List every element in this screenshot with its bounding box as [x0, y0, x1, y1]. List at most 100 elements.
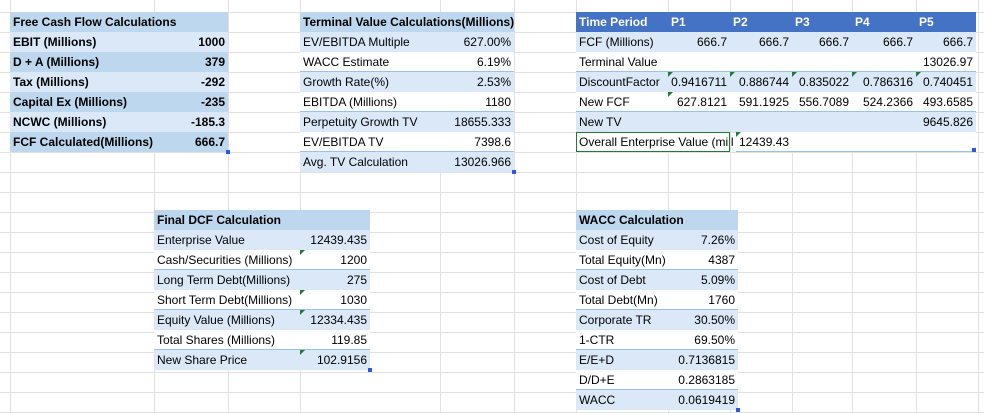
wacc-value[interactable]: 0.7136815 — [668, 350, 738, 370]
wacc-value[interactable]: 69.50% — [668, 330, 738, 350]
period-cell[interactable] — [792, 112, 852, 132]
terminal-value[interactable]: 18655.333 — [440, 112, 514, 132]
period-row-label[interactable]: New FCF — [576, 92, 668, 112]
terminal-label[interactable]: EV/EBITDA TV — [300, 132, 440, 152]
terminal-label[interactable]: WACC Estimate — [300, 52, 440, 72]
dcf-value[interactable]: 12334.435 — [300, 310, 370, 330]
terminal-label[interactable]: EBITDA (Millions) — [300, 92, 440, 112]
terminal-label[interactable]: Avg. TV Calculation — [300, 152, 440, 172]
period-cell[interactable]: 627.8121 — [668, 92, 730, 112]
period-col-header[interactable]: P3 — [792, 12, 852, 32]
period-col-header[interactable]: P2 — [730, 12, 792, 32]
period-cell[interactable]: 493.6585 — [916, 92, 976, 112]
period-col-header[interactable]: P4 — [852, 12, 916, 32]
fcf-label[interactable]: EBIT (Millions) — [10, 32, 160, 52]
dcf-value[interactable]: 275 — [300, 270, 370, 290]
period-cell[interactable] — [792, 52, 852, 72]
dcf-label[interactable]: Enterprise Value — [154, 230, 300, 250]
period-cell[interactable]: 591.1925 — [730, 92, 792, 112]
period-cell[interactable]: 9645.826 — [916, 112, 976, 132]
period-cell[interactable] — [852, 52, 916, 72]
wacc-label[interactable]: WACC — [576, 390, 668, 410]
fcf-label[interactable]: Capital Ex (Millions) — [10, 92, 160, 112]
period-row-label[interactable]: New TV — [576, 112, 668, 132]
terminal-label[interactable]: EV/EBITDA Multiple — [300, 32, 440, 52]
fcf-label[interactable]: D + A (Millions) — [10, 52, 160, 72]
terminal-label[interactable]: Perpetuity Growth TV — [300, 112, 440, 132]
terminal-label[interactable]: Growth Rate(%) — [300, 72, 440, 92]
wacc-label[interactable]: E/E+D — [576, 350, 668, 370]
fcf-value[interactable]: 379 — [160, 52, 228, 72]
period-header-label[interactable]: Time Period — [576, 12, 668, 32]
wacc-value[interactable]: 5.09% — [668, 270, 738, 290]
fcf-label[interactable]: Tax (Millions) — [10, 72, 160, 92]
period-col-header[interactable]: P1 — [668, 12, 730, 32]
fcf-label[interactable]: FCF Calculated(Millions) — [10, 132, 160, 152]
fcf-value[interactable]: -292 — [160, 72, 228, 92]
period-col-header[interactable]: P5 — [916, 12, 976, 32]
wacc-label[interactable]: Total Debt(Mn) — [576, 290, 668, 310]
wacc-label[interactable]: 1-CTR — [576, 330, 668, 350]
wacc-label[interactable]: D/D+E — [576, 370, 668, 390]
dcf-label[interactable]: Equity Value (Millions) — [154, 310, 300, 330]
period-cell[interactable] — [852, 112, 916, 132]
period-cell[interactable]: 666.7 — [916, 32, 976, 52]
period-cell[interactable]: 0.886744 — [730, 72, 792, 92]
fcf-title[interactable]: Free Cash Flow Calculations — [10, 12, 228, 32]
terminal-value[interactable]: 6.19% — [440, 52, 514, 72]
period-cell[interactable] — [730, 112, 792, 132]
overall-ev-label[interactable]: Overall Enterprise Value (mill — [576, 132, 734, 152]
terminal-value[interactable]: 13026.966 — [440, 152, 516, 174]
wacc-label[interactable]: Cost of Debt — [576, 270, 668, 290]
wacc-value[interactable]: 1760 — [668, 290, 738, 310]
dcf-value[interactable]: 1200 — [300, 250, 370, 270]
period-row-label[interactable]: FCF (Millions) — [576, 32, 668, 52]
period-cell[interactable] — [668, 112, 730, 132]
period-row-label[interactable]: Terminal Value — [576, 52, 668, 72]
wacc-value[interactable]: 7.26% — [668, 230, 738, 250]
wacc-value[interactable]: 30.50% — [668, 310, 738, 330]
period-cell[interactable]: 666.7 — [852, 32, 916, 52]
period-cell[interactable] — [730, 52, 792, 72]
dcf-value[interactable]: 12439.435 — [300, 230, 370, 250]
terminal-title[interactable]: Terminal Value Calculations(Millions) — [300, 12, 514, 32]
dcf-title[interactable]: Final DCF Calculation — [154, 210, 370, 230]
period-cell[interactable]: 666.7 — [730, 32, 792, 52]
dcf-label[interactable]: Short Term Debt(Millions) — [154, 290, 300, 310]
dcf-value[interactable]: 119.85 — [300, 330, 370, 350]
fcf-value[interactable]: 1000 — [160, 32, 228, 52]
period-cell[interactable]: 666.7 — [668, 32, 730, 52]
wacc-label[interactable]: Cost of Equity — [576, 230, 668, 250]
wacc-value[interactable]: 4387 — [668, 250, 738, 270]
dcf-value[interactable]: 102.9156 — [300, 350, 372, 372]
wacc-label[interactable]: Total Equity(Mn) — [576, 250, 668, 270]
period-cell[interactable]: 13026.97 — [916, 52, 976, 72]
period-cell[interactable]: 0.740451 — [916, 72, 976, 92]
period-cell[interactable]: 666.7 — [792, 32, 852, 52]
terminal-value[interactable]: 7398.6 — [440, 132, 514, 152]
wacc-value[interactable]: 0.0619419 — [668, 390, 740, 412]
dcf-value[interactable]: 1030 — [300, 290, 370, 310]
dcf-label[interactable]: Long Term Debt(Millions) — [154, 270, 300, 290]
wacc-title[interactable]: WACC Calculation — [576, 210, 738, 230]
period-row-label[interactable]: DiscountFactor — [576, 72, 668, 92]
period-cell[interactable]: 0.835022 — [792, 72, 852, 92]
dcf-label[interactable]: Total Shares (Millions) — [154, 330, 300, 350]
period-cell[interactable]: 524.2366 — [852, 92, 916, 112]
dcf-label[interactable]: Cash/Securities (Millions) — [154, 250, 300, 270]
period-cell[interactable]: 0.786316 — [852, 72, 916, 92]
period-cell[interactable] — [668, 52, 730, 72]
fcf-value[interactable]: -235 — [160, 92, 228, 112]
terminal-value[interactable]: 627.00% — [440, 32, 514, 52]
fcf-label[interactable]: NCWC (Millions) — [10, 112, 160, 132]
period-cell[interactable]: 0.9416711 — [668, 72, 730, 92]
fcf-value[interactable]: -185.3 — [160, 112, 228, 132]
wacc-label[interactable]: Corporate TR — [576, 310, 668, 330]
period-cell[interactable]: 556.7089 — [792, 92, 852, 112]
dcf-label[interactable]: New Share Price — [154, 350, 300, 370]
fcf-value[interactable]: 666.7 — [160, 132, 230, 154]
wacc-value[interactable]: 0.2863185 — [668, 370, 738, 390]
terminal-value[interactable]: 1180 — [440, 92, 514, 112]
overall-ev-value[interactable]: 12439.43 — [736, 132, 976, 152]
terminal-value[interactable]: 2.53% — [440, 72, 514, 92]
